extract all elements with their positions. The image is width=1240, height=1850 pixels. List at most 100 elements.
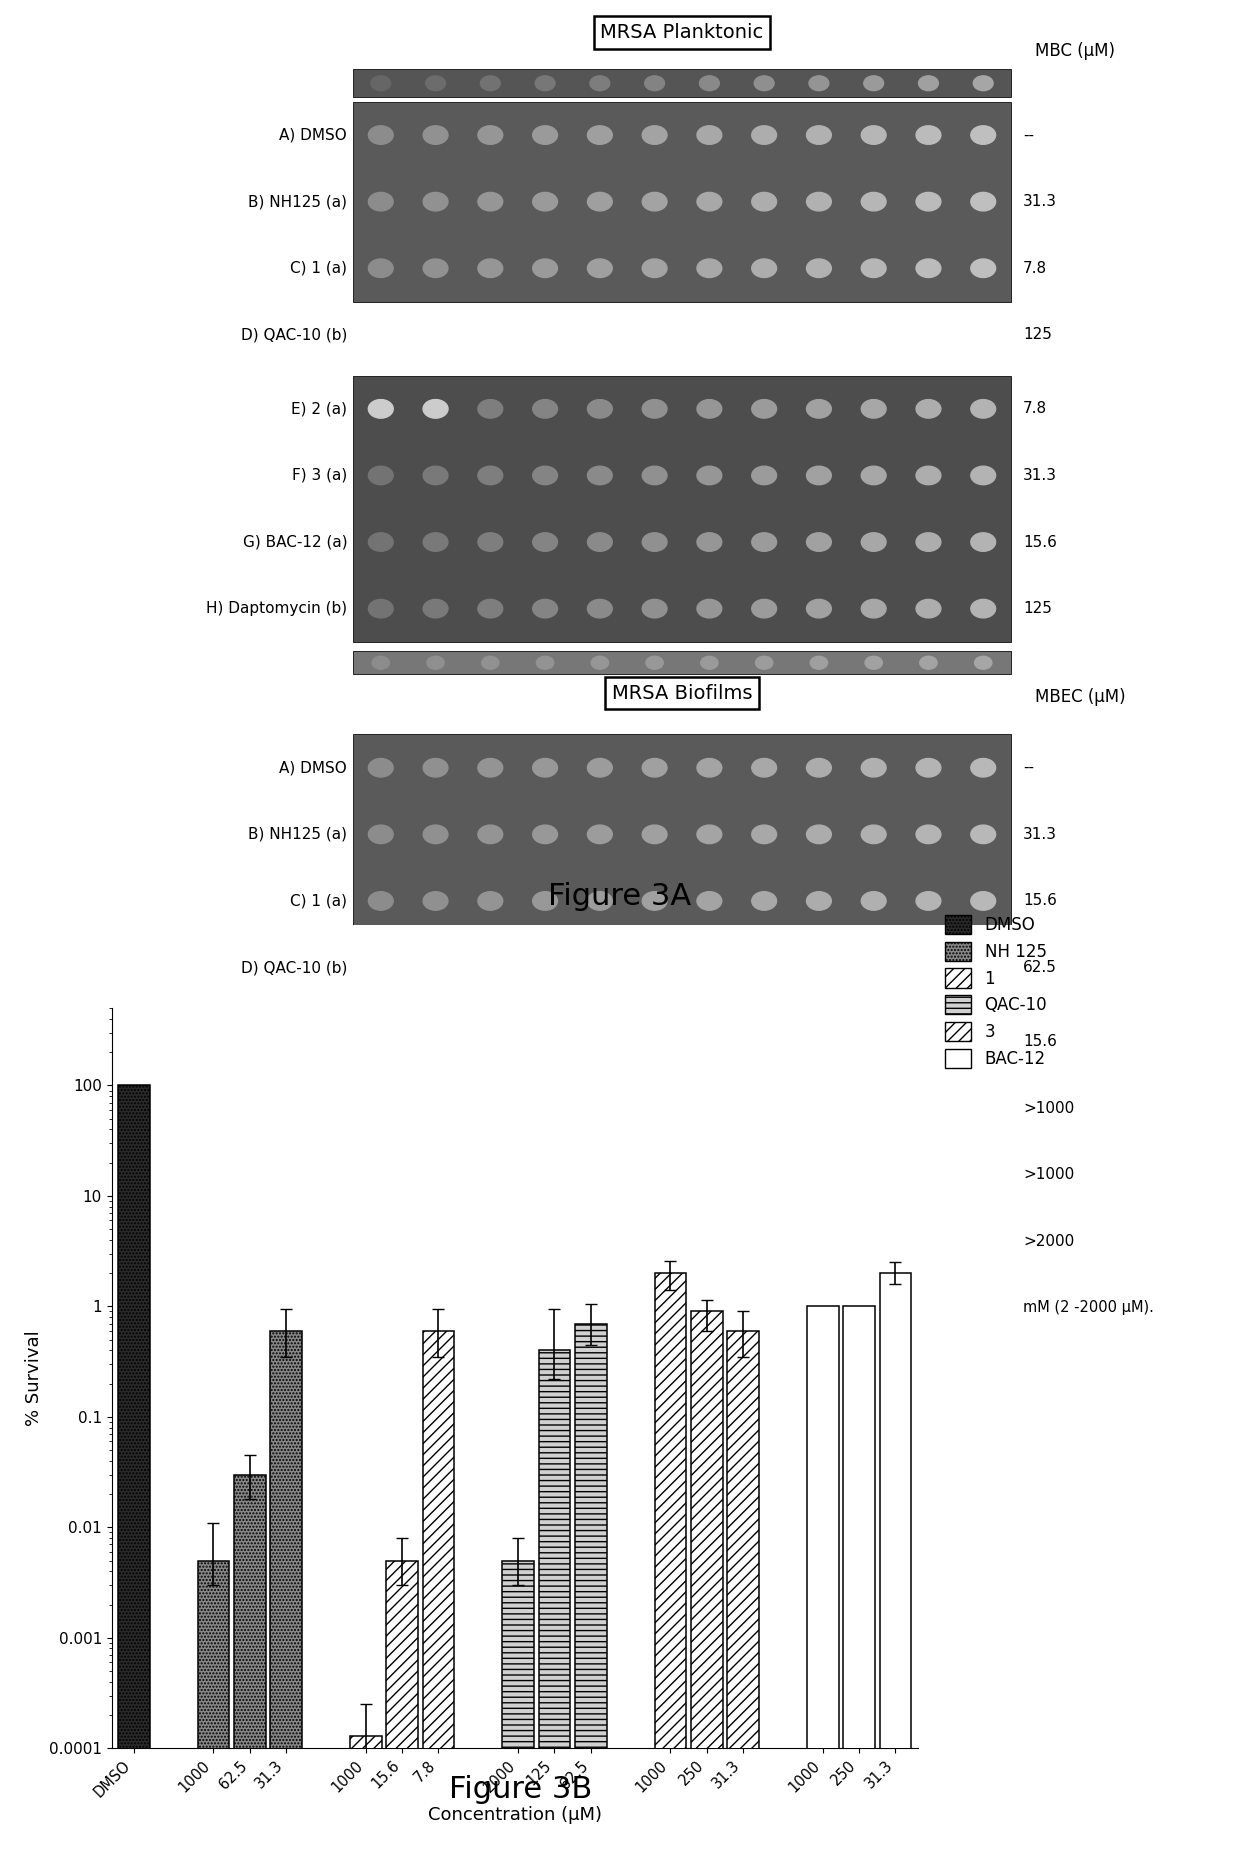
Circle shape: [588, 599, 613, 618]
Circle shape: [916, 892, 941, 910]
Circle shape: [862, 533, 887, 551]
Circle shape: [368, 1166, 393, 1184]
Circle shape: [642, 1099, 667, 1117]
Circle shape: [646, 657, 663, 670]
Circle shape: [971, 533, 996, 551]
Circle shape: [642, 825, 667, 844]
Text: F) 3 (a): F) 3 (a): [291, 1101, 347, 1116]
Circle shape: [423, 192, 448, 211]
Text: 125: 125: [1023, 601, 1052, 616]
Circle shape: [362, 1301, 379, 1314]
Circle shape: [497, 1301, 515, 1314]
Circle shape: [423, 1166, 448, 1184]
Circle shape: [588, 400, 613, 418]
Circle shape: [429, 1301, 446, 1314]
Circle shape: [588, 259, 613, 277]
Bar: [727, 1330, 759, 1850]
Bar: [234, 1474, 265, 1850]
Circle shape: [667, 1301, 684, 1314]
Circle shape: [423, 533, 448, 551]
Circle shape: [862, 259, 887, 277]
Circle shape: [423, 1032, 448, 1051]
Circle shape: [862, 892, 887, 910]
Circle shape: [806, 825, 831, 844]
Circle shape: [697, 599, 722, 618]
Circle shape: [477, 825, 502, 844]
Text: --: --: [1023, 760, 1034, 775]
Circle shape: [754, 76, 774, 91]
Circle shape: [588, 533, 613, 551]
Circle shape: [477, 259, 502, 277]
Circle shape: [565, 1301, 583, 1314]
Bar: [807, 1306, 838, 1850]
Y-axis label: % Survival: % Survival: [25, 1330, 43, 1426]
Circle shape: [372, 657, 389, 670]
Circle shape: [971, 1232, 996, 1251]
Circle shape: [368, 192, 393, 211]
Legend: DMSO, NH 125, 1, QAC-10, 3, BAC-12: DMSO, NH 125, 1, QAC-10, 3, BAC-12: [945, 916, 1047, 1067]
Circle shape: [806, 533, 831, 551]
Circle shape: [423, 892, 448, 910]
Text: H) Daptomycin (b): H) Daptomycin (b): [206, 601, 347, 616]
Circle shape: [477, 466, 502, 485]
Circle shape: [916, 400, 941, 418]
Circle shape: [751, 1166, 776, 1184]
Circle shape: [697, 400, 722, 418]
Circle shape: [862, 192, 887, 211]
Text: G) BAC-12 (a): G) BAC-12 (a): [243, 535, 347, 549]
Circle shape: [751, 192, 776, 211]
Circle shape: [971, 126, 996, 144]
Circle shape: [477, 1232, 502, 1251]
Circle shape: [477, 758, 502, 777]
Text: E) 2 (a): E) 2 (a): [291, 401, 347, 416]
Bar: [353, 68, 1011, 96]
Circle shape: [481, 657, 498, 670]
Circle shape: [533, 192, 558, 211]
Text: C) 1 (a): C) 1 (a): [290, 261, 347, 276]
Circle shape: [477, 599, 502, 618]
Circle shape: [591, 657, 609, 670]
Circle shape: [477, 400, 502, 418]
Circle shape: [751, 1099, 776, 1117]
Text: >1000: >1000: [1023, 1101, 1074, 1116]
Circle shape: [697, 533, 722, 551]
Circle shape: [645, 76, 665, 91]
Circle shape: [697, 1166, 722, 1184]
Circle shape: [699, 76, 719, 91]
Circle shape: [697, 892, 722, 910]
Text: >2000: >2000: [1023, 1234, 1074, 1249]
Circle shape: [916, 1232, 941, 1251]
Circle shape: [916, 466, 941, 485]
Bar: [843, 1306, 875, 1850]
Circle shape: [971, 892, 996, 910]
Circle shape: [697, 192, 722, 211]
Text: Figure 3A: Figure 3A: [548, 882, 692, 910]
Circle shape: [916, 1166, 941, 1184]
Circle shape: [916, 259, 941, 277]
Circle shape: [862, 466, 887, 485]
Circle shape: [477, 533, 502, 551]
Circle shape: [537, 657, 554, 670]
Circle shape: [862, 758, 887, 777]
Text: 15.6: 15.6: [1023, 1034, 1056, 1049]
Circle shape: [533, 1232, 558, 1251]
Circle shape: [368, 599, 393, 618]
Circle shape: [368, 1032, 393, 1051]
Circle shape: [806, 466, 831, 485]
Bar: [350, 1735, 382, 1850]
Circle shape: [751, 1232, 776, 1251]
Circle shape: [423, 400, 448, 418]
Circle shape: [477, 192, 502, 211]
Circle shape: [464, 1301, 481, 1314]
Text: B) NH125 (a): B) NH125 (a): [248, 194, 347, 209]
Circle shape: [368, 1099, 393, 1117]
Circle shape: [588, 892, 613, 910]
Circle shape: [477, 1032, 502, 1051]
Circle shape: [916, 758, 941, 777]
Circle shape: [642, 192, 667, 211]
Circle shape: [751, 1032, 776, 1051]
Circle shape: [368, 400, 393, 418]
Circle shape: [368, 400, 393, 418]
Circle shape: [919, 76, 939, 91]
Circle shape: [642, 400, 667, 418]
